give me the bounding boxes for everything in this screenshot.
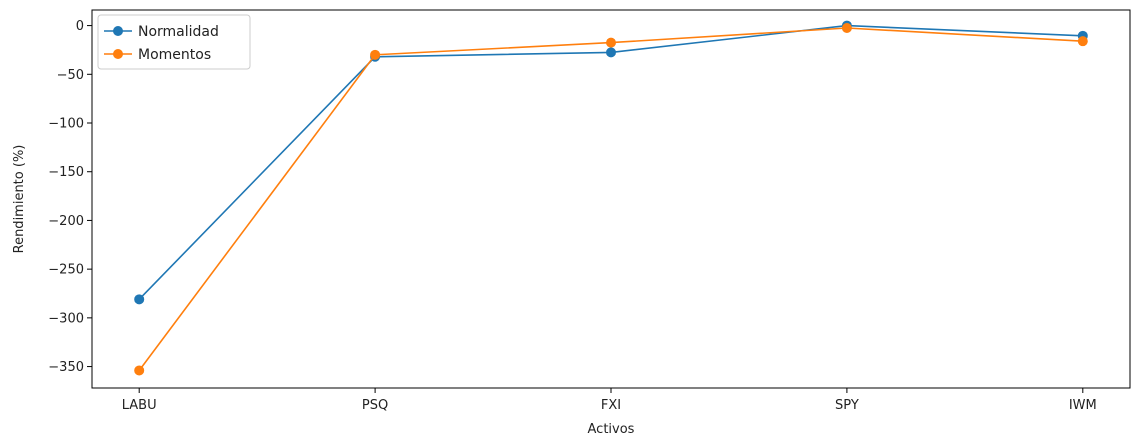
legend: Normalidad Momentos (97, 14, 251, 70)
legend-marker (113, 26, 123, 36)
y-tick-label: 0 (76, 19, 84, 34)
series-layer (134, 20, 1088, 376)
data-point (134, 294, 145, 305)
legend-label: Normalidad (138, 24, 219, 40)
x-tick-label: LABU (122, 398, 157, 413)
y-tick-label: −250 (48, 263, 84, 278)
y-tick-label: −100 (48, 117, 84, 132)
x-tick-label: PSQ (362, 398, 388, 413)
x-tick-label: FXI (601, 398, 621, 413)
legend-marker (113, 49, 123, 59)
y-tick-label: −50 (57, 68, 84, 83)
x-tick-label: IWM (1069, 398, 1097, 413)
y-axis-ticks: 0 −50 −100 −150 −200 −250 −300 −350 (48, 19, 92, 375)
y-tick-label: −150 (48, 165, 84, 180)
x-axis-ticks: LABU PSQ FXI SPY IWM (122, 388, 1097, 413)
y-tick-label: −350 (48, 360, 84, 375)
x-axis-label: Activos (588, 422, 635, 437)
y-axis-label: Rendimiento (%) (12, 145, 27, 254)
data-point (370, 49, 381, 60)
y-tick-label: −200 (48, 214, 84, 229)
legend-label: Momentos (138, 47, 211, 63)
x-tick-label: SPY (835, 398, 859, 413)
data-point (841, 23, 852, 34)
data-point (134, 365, 145, 376)
legend-box (97, 14, 251, 70)
data-point (606, 47, 616, 58)
data-point (606, 37, 616, 48)
data-point (1077, 36, 1088, 47)
y-tick-label: −300 (48, 311, 84, 326)
